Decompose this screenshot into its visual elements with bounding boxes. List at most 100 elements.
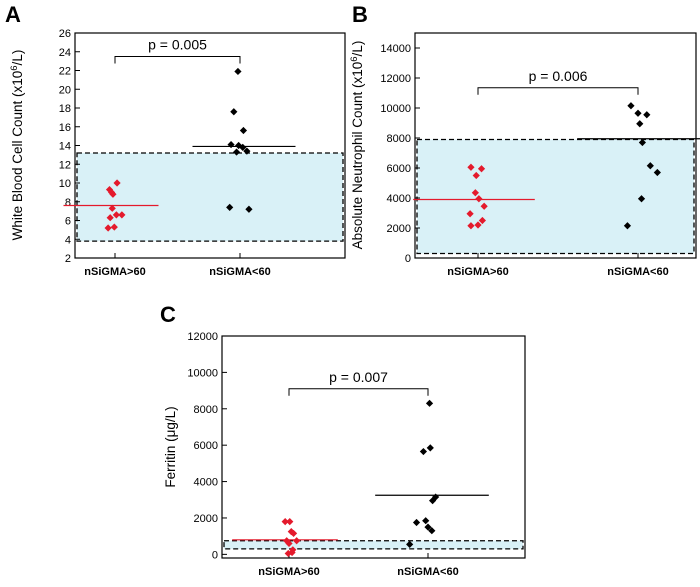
data-point-group2 xyxy=(239,143,247,151)
y-tick-label: 8000 xyxy=(387,133,411,145)
y-tick-label: 0 xyxy=(212,549,218,561)
y-tick-label: 26 xyxy=(59,28,71,40)
data-point-group2 xyxy=(627,102,635,110)
data-point-group2 xyxy=(634,109,642,117)
x-category-label: nSiGMA>60 xyxy=(447,266,508,278)
reference-range-band xyxy=(416,138,695,255)
y-axis-title-text: White Blood Cell Count (x10 xyxy=(10,71,25,241)
y-axis-title-text: Absolute Neutrophil Count (x10 xyxy=(350,62,365,250)
y-tick-label: 2000 xyxy=(194,513,218,525)
y-axis-title-unit: /L) xyxy=(10,50,25,66)
x-category-label: nSiGMA<60 xyxy=(209,266,270,278)
data-point-group1 xyxy=(472,171,480,180)
p-value-label: p = 0.006 xyxy=(529,68,588,84)
panel-letter: B xyxy=(352,2,368,27)
data-point-group1 xyxy=(286,518,294,526)
data-point-group1 xyxy=(284,549,292,558)
x-category-label: nSiGMA<60 xyxy=(607,266,668,278)
data-point-group1 xyxy=(293,537,301,545)
data-point-group2 xyxy=(234,67,242,76)
data-point-group1 xyxy=(118,211,126,219)
data-point-group2 xyxy=(646,162,654,170)
data-point-group1 xyxy=(109,190,117,198)
data-point-group2 xyxy=(643,111,651,119)
y-tick-label: 20 xyxy=(59,84,71,96)
y-tick-label: 10000 xyxy=(380,103,411,115)
y-axis-title-superscript: 6 xyxy=(9,65,20,70)
reference-range-band xyxy=(223,540,524,550)
y-tick-label: 12000 xyxy=(380,73,411,85)
data-point-group1 xyxy=(474,221,482,229)
y-tick-label: 8000 xyxy=(194,404,218,416)
data-point-group2 xyxy=(406,540,414,548)
data-point-group1 xyxy=(288,548,296,557)
data-point-group2 xyxy=(636,120,644,128)
y-tick-label: 4000 xyxy=(387,193,411,205)
data-point-group2 xyxy=(426,444,434,452)
data-point-group2 xyxy=(432,493,440,501)
data-point-group1 xyxy=(480,202,488,210)
significance-bracket xyxy=(288,388,429,396)
y-tick-label: 14000 xyxy=(380,43,411,55)
panel-letter: C xyxy=(160,302,176,327)
data-point-group2 xyxy=(412,518,421,527)
data-point-group2 xyxy=(419,447,428,456)
y-tick-label: 2000 xyxy=(387,223,411,235)
data-point-group2 xyxy=(425,399,434,407)
data-point-group1 xyxy=(467,222,475,230)
y-axis-title: Ferritin (μg/L) xyxy=(163,406,178,487)
plot-frame xyxy=(221,335,526,559)
data-point-group2 xyxy=(638,138,646,147)
data-point-group1 xyxy=(104,224,112,232)
data-point-group1 xyxy=(289,529,298,538)
y-axis-title-unit: /L) xyxy=(350,41,365,57)
y-tick-label: 6000 xyxy=(194,440,218,452)
y-axis-title: Absolute Neutrophil Count (x106/L) xyxy=(349,41,365,250)
y-axis-title-text: Ferritin (μg/L) xyxy=(163,406,178,487)
data-point-group1 xyxy=(110,223,118,231)
data-point-group2 xyxy=(424,523,432,531)
significance-bracket xyxy=(114,55,241,64)
data-point-group1 xyxy=(281,518,289,526)
data-point-group2 xyxy=(428,497,437,505)
y-axis-title-superscript: 6 xyxy=(349,56,360,61)
y-tick-label: 10 xyxy=(59,178,71,190)
data-point-group1 xyxy=(477,165,486,173)
data-point-group2 xyxy=(245,205,253,213)
y-tick-label: 18 xyxy=(59,103,71,115)
y-tick-label: 14 xyxy=(59,141,71,153)
data-point-group1 xyxy=(466,210,474,218)
data-point-group2 xyxy=(227,140,235,149)
p-value-label: p = 0.005 xyxy=(148,36,207,52)
y-tick-label: 2 xyxy=(65,253,71,265)
data-point-group2 xyxy=(230,108,238,116)
significance-bracket xyxy=(477,87,639,95)
y-tick-label: 6000 xyxy=(387,163,411,175)
x-category-label: nSiGMA>60 xyxy=(258,566,319,578)
data-point-group2 xyxy=(623,222,632,230)
chart-panel-b: B 0 2000 4000 6000 8000 10000 12000 14000 nSiGMA>… xyxy=(349,2,700,278)
plot-frame xyxy=(414,32,697,259)
y-tick-label: 12000 xyxy=(187,331,218,343)
panel-letter: A xyxy=(5,2,21,27)
y-tick-label: 4 xyxy=(65,234,71,246)
p-value-label: p = 0.007 xyxy=(329,369,388,385)
y-tick-label: 12 xyxy=(59,159,71,171)
data-point-group2 xyxy=(232,148,241,156)
y-tick-label: 10000 xyxy=(187,367,218,379)
data-point-group1 xyxy=(112,211,120,219)
data-point-group2 xyxy=(422,517,430,525)
chart-panel-c: C 0 2000 4000 6000 8000 10000 12000 nSiGMA>60 nSi… xyxy=(160,302,526,578)
data-point-group1 xyxy=(105,185,114,194)
data-point-group2 xyxy=(226,203,234,211)
y-tick-label: 16 xyxy=(59,122,71,134)
data-point-group1 xyxy=(113,179,121,187)
data-point-group1 xyxy=(467,163,475,171)
x-category-label: nSiGMA<60 xyxy=(397,566,458,578)
y-tick-label: 6 xyxy=(65,216,71,228)
y-tick-label: 24 xyxy=(59,47,71,59)
data-point-group1 xyxy=(106,214,114,222)
y-tick-label: 4000 xyxy=(194,477,218,489)
data-point-group2 xyxy=(428,527,436,535)
